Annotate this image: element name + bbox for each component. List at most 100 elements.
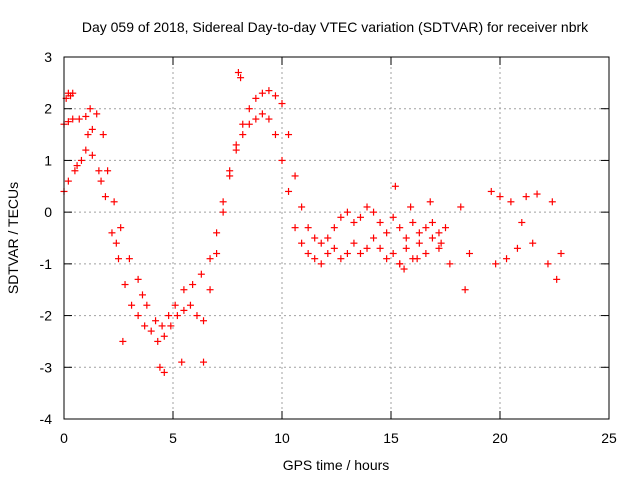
- data-point: [125, 255, 133, 263]
- y-tick-label: -4: [40, 411, 53, 427]
- data-point: [311, 234, 319, 242]
- data-point: [197, 270, 205, 278]
- y-tick-label: 2: [44, 101, 52, 117]
- data-point: [457, 203, 465, 211]
- data-point: [548, 198, 556, 206]
- data-points: [60, 69, 565, 376]
- data-point: [396, 260, 404, 268]
- y-tick-label: 1: [44, 152, 52, 168]
- data-point: [428, 234, 436, 242]
- data-point: [138, 291, 146, 299]
- data-point: [413, 255, 421, 263]
- data-point: [324, 234, 332, 242]
- data-point: [557, 250, 565, 258]
- data-point: [298, 239, 306, 247]
- data-point: [422, 250, 430, 258]
- data-point: [239, 131, 247, 139]
- data-point: [97, 177, 105, 185]
- data-point: [317, 239, 325, 247]
- data-point: [391, 182, 399, 190]
- data-point: [350, 218, 358, 226]
- data-point: [409, 218, 417, 226]
- data-point: [165, 312, 173, 320]
- data-point: [343, 250, 351, 258]
- data-point: [245, 120, 253, 128]
- data-point: [186, 301, 194, 309]
- data-point: [407, 203, 415, 211]
- data-point: [173, 312, 181, 320]
- data-point: [193, 312, 201, 320]
- data-point: [304, 250, 312, 258]
- data-point: [156, 363, 164, 371]
- x-tick-label: 20: [492, 430, 508, 446]
- y-axis-label: SDTVAR / TECUs: [5, 182, 21, 294]
- x-tick-label: 5: [169, 430, 177, 446]
- data-point: [317, 260, 325, 268]
- data-point: [396, 224, 404, 232]
- data-point: [73, 162, 81, 170]
- data-point: [101, 193, 109, 201]
- data-point: [553, 275, 561, 283]
- data-point: [95, 167, 103, 175]
- y-tick-label: -3: [40, 359, 53, 375]
- data-point: [376, 244, 384, 252]
- data-point: [158, 322, 166, 330]
- data-point: [304, 224, 312, 232]
- data-point: [82, 112, 90, 120]
- data-point: [298, 203, 306, 211]
- data-point: [370, 234, 378, 242]
- chart-title: Day 059 of 2018, Sidereal Day-to-day VTE…: [82, 19, 589, 35]
- data-point: [128, 301, 136, 309]
- data-point: [492, 260, 500, 268]
- data-point: [278, 100, 286, 108]
- data-point: [134, 275, 142, 283]
- grid: [64, 57, 609, 419]
- data-point: [487, 187, 495, 195]
- data-point: [134, 312, 142, 320]
- y-tick-label: 0: [44, 204, 52, 220]
- data-point: [252, 115, 260, 123]
- data-point: [513, 244, 521, 252]
- data-point: [160, 332, 168, 340]
- data-point: [265, 115, 273, 123]
- data-point: [69, 89, 77, 97]
- data-point: [82, 146, 90, 154]
- data-point: [84, 131, 92, 139]
- data-point: [200, 358, 208, 366]
- data-point: [213, 229, 221, 237]
- data-point: [265, 87, 273, 95]
- data-point: [389, 213, 397, 221]
- data-point: [147, 327, 155, 335]
- data-point: [402, 244, 410, 252]
- data-point: [252, 94, 260, 102]
- data-point: [88, 151, 96, 159]
- data-point: [180, 286, 188, 294]
- data-point: [226, 172, 234, 180]
- data-point: [442, 224, 449, 232]
- data-point: [143, 301, 151, 309]
- data-point: [402, 234, 410, 242]
- data-point: [324, 250, 332, 258]
- data-point: [426, 198, 434, 206]
- y-tick-label: -2: [40, 308, 53, 324]
- data-point: [232, 146, 240, 154]
- data-point: [435, 229, 443, 237]
- data-point: [383, 229, 391, 237]
- data-point: [178, 358, 186, 366]
- data-point: [400, 265, 408, 273]
- data-point: [200, 317, 208, 325]
- data-point: [119, 337, 127, 345]
- data-point: [503, 255, 511, 263]
- data-point: [435, 244, 443, 252]
- data-point: [337, 213, 345, 221]
- data-point: [376, 218, 384, 226]
- data-point: [363, 244, 371, 252]
- data-point: [389, 250, 397, 258]
- data-point: [77, 156, 85, 164]
- data-point: [75, 115, 83, 123]
- data-point: [88, 125, 96, 133]
- data-point: [522, 193, 530, 201]
- data-point: [180, 306, 188, 314]
- data-point: [206, 255, 214, 263]
- y-tick-label: -1: [40, 256, 53, 272]
